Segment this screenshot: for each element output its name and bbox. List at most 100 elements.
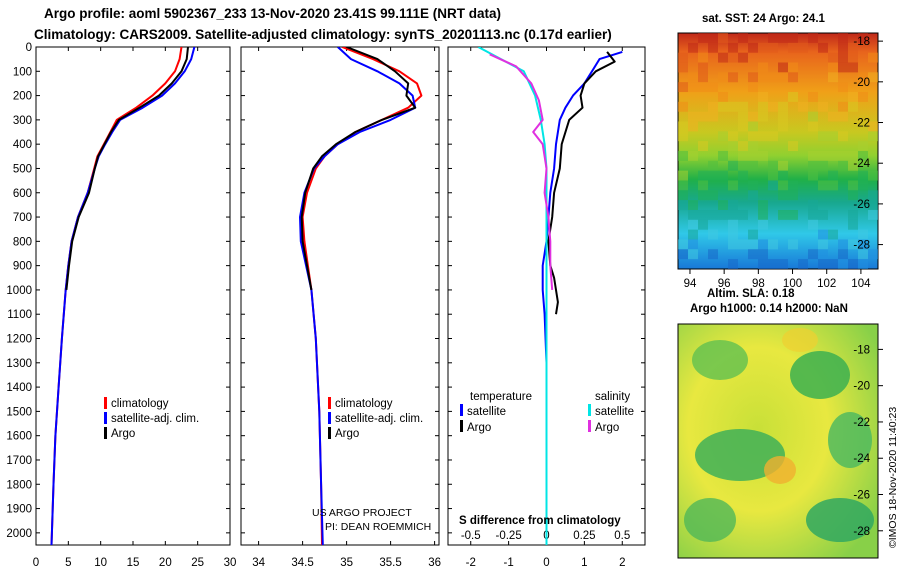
depth-tick-label: 1100 [7,309,32,321]
sst-pixel [738,160,748,171]
depth-tick-label: 1600 [6,431,32,443]
series-line-temperature-argo [547,51,616,315]
depth-tick-label: 1300 [6,358,32,370]
legend-satellite-label: satellite-adj. clim. [111,413,199,425]
series-layer [50,47,623,545]
sst-pixel [738,101,748,112]
sst-pixel [688,72,698,83]
legend-climatology-swatch [328,397,331,409]
sst-map-texture [678,33,878,269]
temperature-x-tick-label: 20 [159,557,172,569]
sst-pixel [678,52,688,63]
legend-sal-satellite-label: satellite [595,406,634,418]
sst-pixel [688,249,698,260]
sst-pixel [758,150,768,161]
salinity-panel-frame [240,46,440,546]
sst-pixel [848,101,858,112]
sst-pixel [838,62,848,73]
sla-map-title-line1: Altim. SLA: 0.18 [707,288,795,300]
sst-pixel [808,200,818,211]
sst-pixel [808,160,818,171]
sst-pixel [728,180,738,191]
sst-pixel [858,170,868,181]
sst-pixel [678,131,688,142]
difference-xlabel: S difference from climatology [459,515,621,527]
lat-tick-label: -26 [853,199,870,211]
sst-pixel [848,160,858,171]
depth-tick-label: 200 [13,91,32,103]
sst-pixel [758,249,768,260]
sst-pixel [838,259,848,269]
depth-tick-label: 1000 [6,285,32,297]
sst-pixel [828,180,838,191]
lat-tick-label: -18 [853,36,870,48]
lat-tick-label: -28 [853,526,870,538]
lat-tick-label: -20 [853,381,870,393]
lon-tick-label: 96 [718,278,731,290]
sst-pixel [828,52,838,63]
sst-pixel [708,249,718,260]
sst-pixel [748,131,758,142]
sst-pixel [838,249,848,260]
sst-pixel [688,209,698,220]
sst-pixel [838,52,848,63]
lat-tick-label: -26 [853,490,870,502]
sst-pixel [788,180,798,191]
sst-pixel [858,259,868,269]
sst-pixel [778,33,788,43]
depth-tick-label: 400 [13,139,32,151]
lat-tick-label: -24 [853,158,870,170]
legend-climatology-label: climatology [111,398,169,410]
sst-pixel [808,170,818,181]
sst-pixel [768,101,778,112]
sst-pixel [848,190,858,201]
sst-pixel [728,229,738,240]
sst-pixel [718,170,728,181]
sst-pixel [688,82,698,93]
sst-pixel [758,239,768,250]
sst-pixel [708,33,718,43]
difference-legend: temperature satellite Argo salinity sate… [459,391,634,527]
sst-pixel [808,91,818,102]
sst-pixel [678,200,688,211]
sst-pixel [848,209,858,220]
depth-tick-label: 800 [13,236,32,248]
difference-salinity-tick-label: -0.25 [496,530,522,542]
sst-pixel [778,170,788,181]
lon-tick-label: 102 [817,278,836,290]
sst-pixel [838,82,848,93]
sst-pixel [688,121,698,132]
sst-pixel [828,111,838,122]
sst-pixel [828,72,838,83]
sst-pixel [818,150,828,161]
sst-pixel [768,170,778,181]
sst-pixel [788,190,798,201]
sst-pixel [858,180,868,191]
sst-pixel [698,209,708,220]
sst-pixel [818,160,828,171]
sst-pixel [738,141,748,152]
sst-pixel [778,180,788,191]
sst-pixel [698,180,708,191]
sst-pixel [698,111,708,122]
sst-pixel [708,111,718,122]
salinity-legend: climatology satellite-adj. clim. Argo US… [312,397,431,533]
sst-pixel [818,249,828,260]
temperature-x-tick-label: 25 [191,557,204,569]
depth-tick-label: 1500 [6,406,32,418]
sst-pixel [838,33,848,43]
lon-tick-label: 98 [752,278,765,290]
sst-pixel [868,170,878,181]
depth-tick-label: 1800 [6,479,32,491]
sst-pixel [768,33,778,43]
sst-pixel [858,91,868,102]
imos-credit: ©IMOS 18-Nov-2020 11:40:23 [887,406,899,548]
depth-axis: 0 100 200 300 400 500 600 700 800 900 1000 1100 1200… [6,42,645,540]
sla-map-axes: -18 -20 -22 -24 -26 -28 [853,344,883,538]
difference-x-tick-label: -1 [503,557,513,569]
sst-pixel [748,239,758,250]
sst-pixel [848,62,858,73]
sst-pixel [698,82,708,93]
sst-pixel [738,33,748,43]
sst-pixel [718,101,728,112]
